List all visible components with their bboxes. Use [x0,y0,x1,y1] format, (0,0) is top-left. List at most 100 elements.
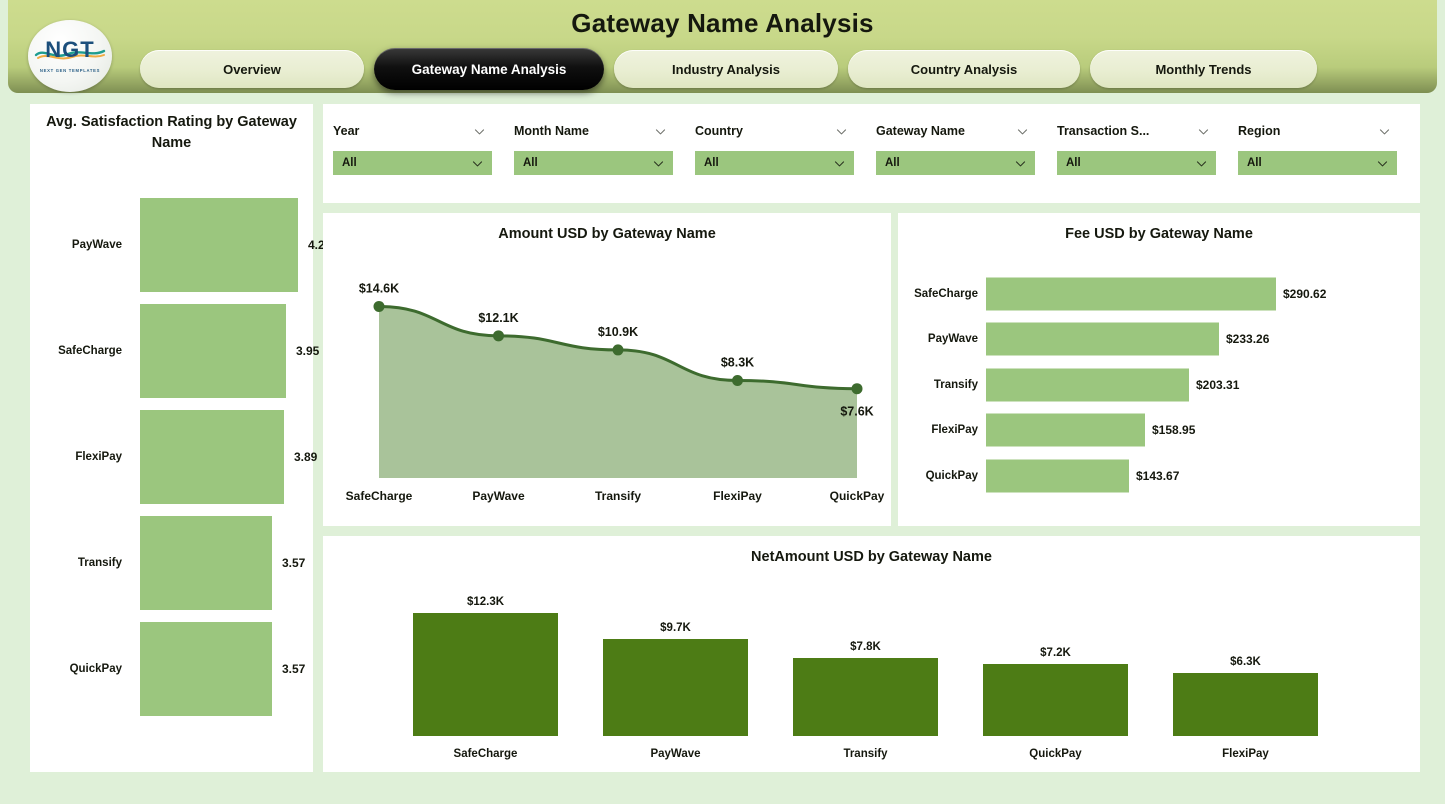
satisfaction-row[interactable]: FlexiPay 3.89 [30,404,317,510]
amount-data-point[interactable] [732,374,743,386]
amount-value-label: $8.3K [721,355,754,369]
satisfaction-category-label: FlexiPay [75,451,122,463]
fee-row[interactable]: PayWave $233.26 [898,317,1420,363]
fee-value-label: $143.67 [1136,468,1180,483]
netamount-value-label: $7.2K [1040,647,1071,659]
satisfaction-bar[interactable] [140,516,272,610]
fee-bar[interactable] [986,459,1129,493]
tab-overview[interactable]: Overview [140,50,364,88]
slicer-transaction-s[interactable]: Transaction S... All [1057,121,1216,203]
slicer-region[interactable]: Region All [1238,121,1397,203]
netamount-category-label: FlexiPay [1222,748,1269,760]
chevron-down-icon[interactable] [473,125,486,138]
slicer-header[interactable]: Year [333,121,492,141]
chevron-down-icon[interactable] [471,157,484,170]
slicer-header[interactable]: Country [695,121,854,141]
slicer-dropdown[interactable]: All [876,151,1035,175]
netamount-bar[interactable] [1173,673,1318,736]
netamount-category-label: Transify [843,748,888,760]
slicer-label: Country [695,124,743,138]
tab-gateway-name-analysis[interactable]: Gateway Name Analysis [374,48,604,90]
fee-row[interactable]: FlexiPay $158.95 [898,408,1420,454]
fee-bar[interactable] [986,368,1189,402]
chevron-down-icon[interactable] [1016,125,1029,138]
slicer-header[interactable]: Gateway Name [876,121,1035,141]
netamount-column[interactable]: $9.7K [603,622,748,736]
slicer-month-name[interactable]: Month Name All [514,121,673,203]
slicer-header[interactable]: Month Name [514,121,673,141]
chevron-down-icon[interactable] [654,125,667,138]
netamount-bar[interactable] [603,639,748,736]
amount-category-label: FlexiPay [713,489,762,503]
satisfaction-bar[interactable] [140,304,286,398]
slicer-dropdown[interactable]: All [695,151,854,175]
amount-usd-area-chart[interactable]: $14.6K SafeCharge $12.1K PayWave $10.9K Trans… [323,254,891,526]
netamount-column[interactable]: $12.3K [413,596,558,736]
slicer-dropdown[interactable]: All [333,151,492,175]
satisfaction-value-label: 3.57 [282,556,306,570]
chevron-down-icon[interactable] [1378,125,1391,138]
fee-category-label: FlexiPay [931,424,978,437]
amount-value-label: $14.6K [359,281,399,295]
netamount-column[interactable]: $7.8K [793,641,938,736]
chevron-down-icon[interactable] [835,125,848,138]
chevron-down-icon[interactable] [1195,157,1208,170]
satisfaction-bar[interactable] [140,622,272,716]
satisfaction-category-label: QuickPay [69,663,122,675]
satisfaction-category-label: Transify [77,557,122,569]
chevron-down-icon[interactable] [652,157,665,170]
slicer-dropdown[interactable]: All [1238,151,1397,175]
slicer-label: Year [333,124,360,138]
chevron-down-icon[interactable] [833,157,846,170]
satisfaction-row[interactable]: QuickPay 3.57 [30,616,313,722]
satisfaction-row[interactable]: PayWave 4.27 [30,192,331,298]
netamount-bar[interactable] [413,613,558,736]
fee-bar[interactable] [986,413,1145,447]
tab-industry-analysis[interactable]: Industry Analysis [614,50,838,88]
ngt-logo-icon: NGT NEXT GEN TEMPLATES [28,20,112,92]
slicer-country[interactable]: Country All [695,121,854,203]
amount-value-label: $10.9K [598,325,638,339]
chevron-down-icon[interactable] [1376,157,1389,170]
slicer-label: Transaction S... [1057,124,1150,138]
slicer-header[interactable]: Transaction S... [1057,121,1216,141]
fee-bar[interactable] [986,277,1276,311]
slicer-header[interactable]: Region [1238,121,1397,141]
amount-value-label: $7.6K [840,405,873,419]
fee-value-label: $233.26 [1226,332,1270,347]
amount-data-point[interactable] [373,300,385,312]
fee-row[interactable]: QuickPay $143.67 [898,453,1420,499]
netamount-column[interactable]: $7.2K [983,647,1128,736]
amount-area-fill [379,306,857,478]
tab-monthly-trends[interactable]: Monthly Trends [1090,50,1317,88]
satisfaction-row[interactable]: SafeCharge 3.95 [30,298,319,404]
satisfaction-bar[interactable] [140,198,298,292]
slicer-value: All [342,157,357,169]
amount-data-point[interactable] [493,330,504,342]
satisfaction-row[interactable]: Transify 3.57 [30,510,313,616]
chevron-down-icon[interactable] [1197,125,1210,138]
netamount-bar[interactable] [983,664,1128,736]
satisfaction-chart-title: Avg. Satisfaction Rating by Gateway Name [46,114,297,152]
tab-country-analysis[interactable]: Country Analysis [848,50,1080,88]
amount-data-point[interactable] [851,383,863,395]
fee-category-label: QuickPay [925,469,978,482]
fee-row[interactable]: SafeCharge $290.62 [898,271,1420,317]
satisfaction-category-label: SafeCharge [58,345,122,357]
fee-bar[interactable] [986,322,1219,356]
chevron-down-icon[interactable] [1014,157,1027,170]
satisfaction-bar[interactable] [140,410,284,504]
slicer-year[interactable]: Year All [333,121,492,203]
netamount-column[interactable]: $6.3K [1173,656,1318,736]
slicer-dropdown[interactable]: All [514,151,673,175]
fee-row[interactable]: Transify $203.31 [898,362,1420,408]
netamount-usd-chart-card: NetAmount USD by Gateway Name $12.3K Safe… [323,536,1420,772]
slicer-gateway-name[interactable]: Gateway Name All [876,121,1035,203]
netamount-value-label: $6.3K [1230,656,1261,668]
satisfaction-category-label: PayWave [71,239,122,251]
amount-data-point[interactable] [612,344,624,356]
slicer-dropdown[interactable]: All [1057,151,1216,175]
fee-value-label: $158.95 [1152,423,1196,438]
netamount-bar[interactable] [793,658,938,736]
slicer-label: Region [1238,124,1281,138]
